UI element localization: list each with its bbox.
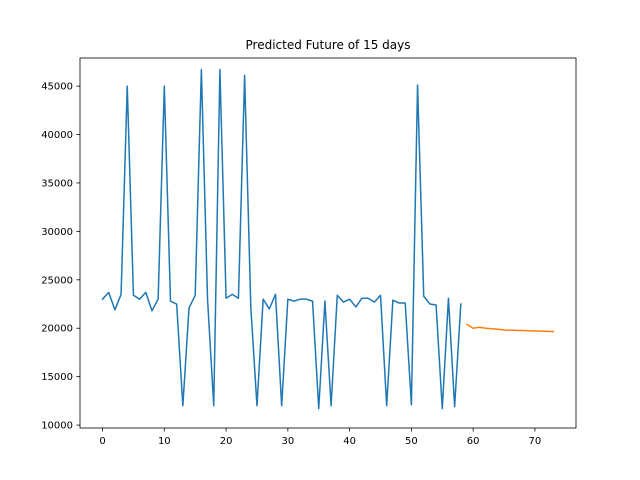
x-tick-label: 0 bbox=[99, 436, 105, 447]
y-tick-label: 10000 bbox=[41, 421, 73, 432]
x-tick-label: 60 bbox=[467, 436, 480, 447]
y-tick-label: 25000 bbox=[41, 275, 73, 286]
x-axis: 0 10 20 30 40 50 60 70 bbox=[99, 428, 541, 447]
y-axis: 10000 15000 20000 25000 30000 35000 40000 45000 bbox=[41, 82, 80, 432]
x-tick-label: 40 bbox=[343, 436, 356, 447]
y-tick-label: 45000 bbox=[41, 82, 73, 93]
series-line-0 bbox=[101, 68, 462, 410]
x-tick-label: 50 bbox=[405, 436, 418, 447]
series-layer bbox=[101, 68, 555, 410]
x-tick-label: 30 bbox=[281, 436, 294, 447]
y-tick-label: 30000 bbox=[41, 227, 73, 238]
y-tick-label: 20000 bbox=[41, 324, 73, 335]
chart-title: Predicted Future of 15 days bbox=[246, 38, 411, 52]
x-tick-label: 70 bbox=[529, 436, 542, 447]
y-tick-label: 35000 bbox=[41, 178, 73, 189]
x-tick-label: 20 bbox=[220, 436, 233, 447]
axes-frame bbox=[79, 57, 577, 429]
y-tick-label: 40000 bbox=[41, 130, 73, 141]
x-tick-label: 10 bbox=[158, 436, 171, 447]
y-tick-label: 15000 bbox=[41, 372, 73, 383]
series-line-1 bbox=[465, 323, 555, 333]
